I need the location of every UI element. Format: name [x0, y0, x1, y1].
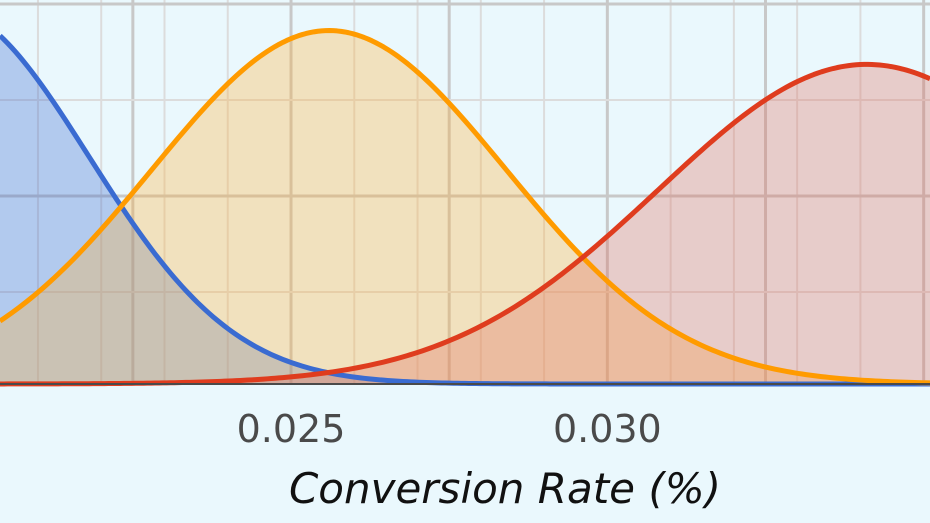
series-1-area	[0, 35, 930, 385]
x-tick-label: 0.030	[553, 407, 662, 451]
series-2-line	[0, 28, 930, 386]
series-fills	[0, 30, 930, 385]
x-tick-labels: 0.025 0.030	[237, 407, 662, 451]
x-tick-label: 0.025	[237, 407, 346, 451]
series-3-area	[0, 64, 930, 384]
plot-background	[0, 0, 930, 384]
x-axis-title: Conversion Rate (%)	[289, 464, 721, 513]
series-2-area	[0, 30, 930, 385]
grid-lines	[0, 0, 930, 384]
